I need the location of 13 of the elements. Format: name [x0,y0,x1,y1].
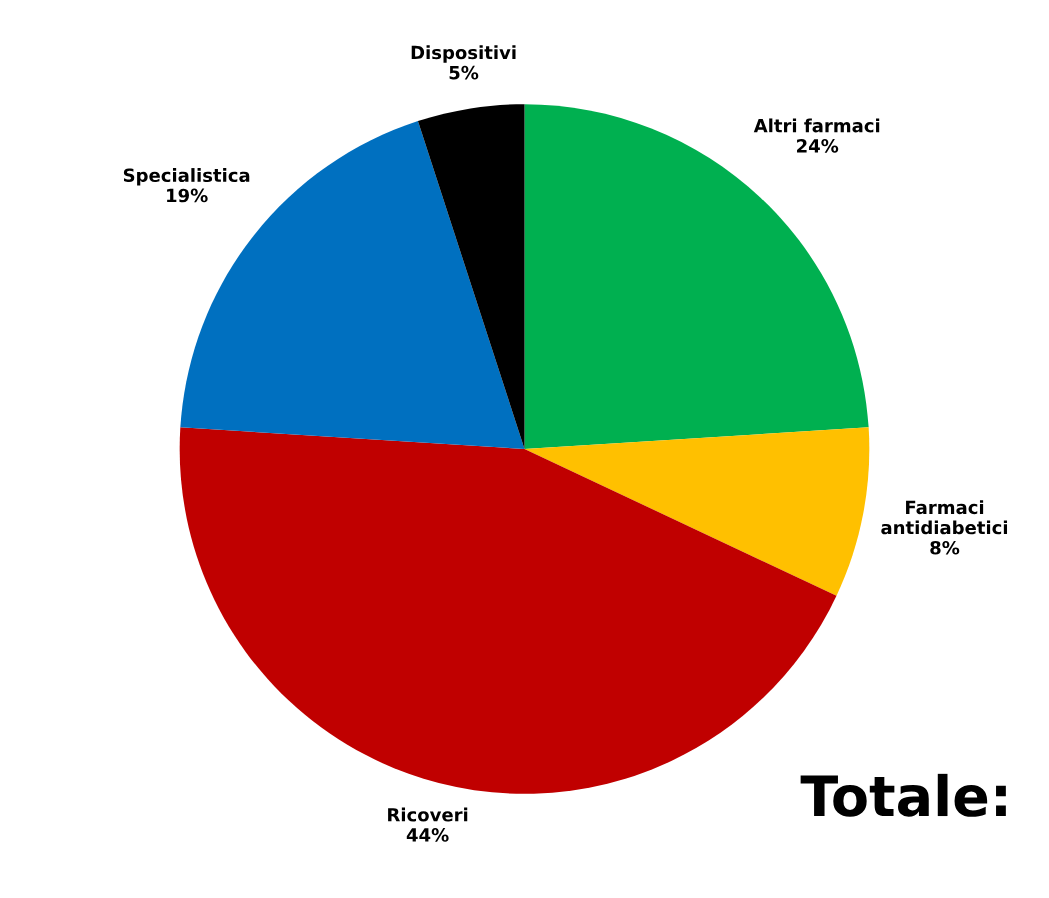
slice-label: Altri farmaci [753,118,880,133]
data-label: 24% [797,138,839,153]
slice-label: Farmaci antidiabetici [881,500,1008,535]
pie-slice [417,104,525,449]
text: Totale: [800,773,1006,817]
data-label: 44% [406,828,449,842]
data-label: 8% [930,540,960,555]
slice-label: Ricoveri [388,807,468,822]
pie-slice [524,427,870,596]
data-label: 5% [449,65,479,80]
slice-label: Specialistica [123,168,250,186]
slice-label: Dispositivi [411,45,516,63]
data-label: 19% [167,188,208,203]
